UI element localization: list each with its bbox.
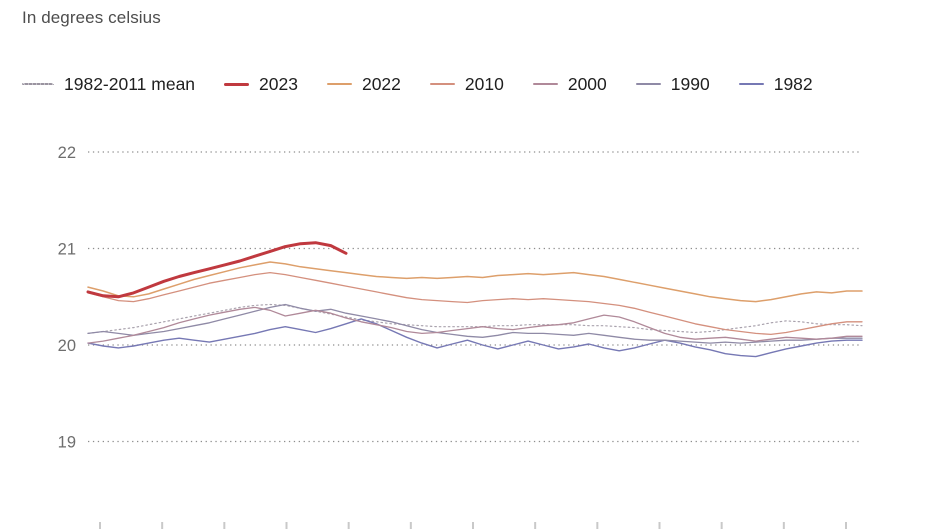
- series-line-1982: [87, 318, 863, 358]
- legend-swatch-2022: [326, 83, 352, 85]
- legend-label: 2000: [567, 73, 607, 94]
- legend-item-1982-2011-mean: 1982-2011 mean: [22, 74, 195, 95]
- y-tick-label-21: 21: [58, 241, 76, 259]
- series-line-2010: [87, 271, 863, 336]
- legend-label: 2023: [259, 73, 298, 94]
- y-tick-label-19: 19: [58, 434, 76, 452]
- legend-swatch-2000: [532, 83, 558, 85]
- legend-label: 2010: [464, 73, 504, 94]
- legend-item-2010: 2010: [429, 73, 504, 95]
- legend-swatch-1990: [635, 83, 661, 85]
- y-tick-label-20: 20: [58, 337, 76, 355]
- legend-label: 1982-2011 mean: [64, 73, 196, 94]
- legend-swatch-mean: [22, 83, 54, 85]
- legend-label: 2022: [361, 73, 401, 94]
- legend-swatch-2023: [224, 82, 250, 86]
- legend-item-2000: 2000: [532, 73, 607, 95]
- series-line-1982-2011-mean: [87, 303, 863, 334]
- series-line-2022: [87, 261, 863, 303]
- legend-label: 1990: [670, 73, 710, 94]
- legend-item-1982: 1982: [738, 73, 813, 95]
- chart-legend: 1982-2011 mean 2023 2022 2010 2000 1990 1982: [22, 70, 813, 98]
- legend-item-2023: 2023: [224, 74, 298, 95]
- legend-swatch-2010: [429, 83, 455, 85]
- legend-label: 1982: [773, 73, 813, 94]
- legend-item-1990: 1990: [635, 73, 710, 95]
- series-line-2023: [86, 241, 348, 299]
- y-tick-label-22: 22: [58, 144, 76, 162]
- chart-subtitle: In degrees celsius: [22, 8, 161, 27]
- legend-item-2022: 2022: [326, 73, 401, 95]
- legend-swatch-1982: [738, 83, 764, 85]
- series-line-1990: [87, 303, 863, 344]
- series-line-2000: [87, 306, 863, 344]
